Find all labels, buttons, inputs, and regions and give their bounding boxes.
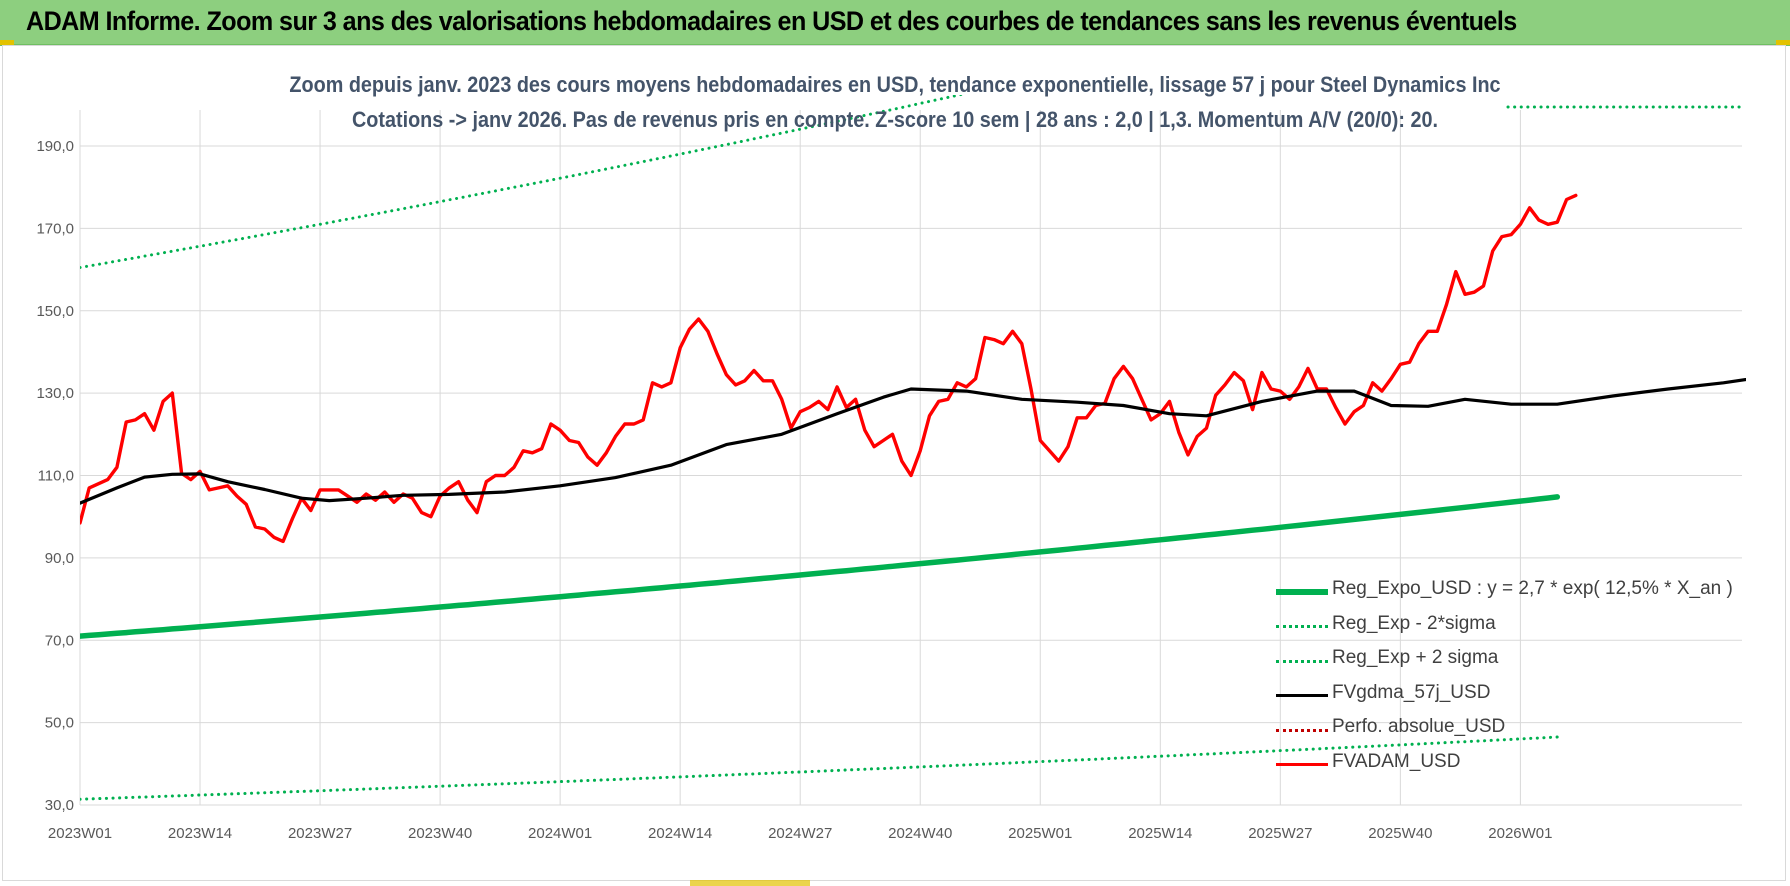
x-tick-label: 2023W14 — [168, 825, 232, 842]
y-tick-label: 90,0 — [45, 550, 74, 567]
x-axis-ticks: 2023W01 2023W14 2023W27 2023W40 2024W01 2024W… — [48, 825, 1553, 842]
legend-swatch — [1276, 625, 1328, 628]
y-tick-label: 50,0 — [45, 715, 74, 732]
legend-swatch — [1276, 589, 1328, 595]
y-tick-label: 70,0 — [45, 632, 74, 649]
x-tick-label: 2025W14 — [1128, 825, 1192, 842]
legend-label: Reg_Exp - 2*sigma — [1332, 612, 1496, 634]
y-tick-label: 170,0 — [36, 220, 74, 237]
x-tick-label: 2024W40 — [888, 825, 952, 842]
y-tick-label: 150,0 — [36, 303, 74, 320]
y-tick-label: 110,0 — [38, 468, 74, 485]
legend-label: Reg_Expo_USD : y = 2,7 * exp( 12,5% * X_… — [1332, 578, 1733, 599]
y-tick-label: 130,0 — [36, 385, 74, 402]
chart-subtitle: Cotations -> janv 2026. Pas de revenus p… — [351, 107, 1438, 132]
x-tick-label: 2024W27 — [768, 825, 832, 842]
legend-swatch — [1276, 659, 1328, 663]
legend-swatch — [1276, 763, 1328, 766]
legend-swatch — [1276, 694, 1328, 697]
page-title: ADAM Informe. Zoom sur 3 ans des valoris… — [26, 6, 1517, 36]
x-tick-label: 2026W01 — [1488, 825, 1552, 842]
header-accent-right — [1776, 40, 1790, 45]
series-line-0 — [80, 494, 1561, 639]
legend-item: FVADAM_USD — [1276, 751, 1776, 786]
legend-label: Perfo. absolue_USD — [1332, 716, 1506, 737]
legend-item: FVgdma_57j_USD — [1276, 682, 1776, 717]
y-tick-label: 30,0 — [45, 797, 74, 814]
series-line-5 — [80, 193, 1578, 544]
legend-item: Perfo. absolue_USD — [1276, 716, 1776, 751]
x-tick-label: 2025W27 — [1248, 825, 1312, 842]
series-layer — [80, 95, 1746, 801]
x-tick-label: 2024W01 — [528, 825, 592, 842]
legend-item: Reg_Exp - 2*sigma — [1276, 613, 1776, 648]
x-tick-label: 2024W14 — [648, 825, 712, 842]
legend-label: Reg_Exp + 2 sigma — [1332, 647, 1499, 668]
legend-swatch — [1276, 728, 1328, 732]
y-axis-ticks: 30,0 50,0 70,0 90,0 110,0 130,0 150,0 170,0 190,… — [36, 138, 74, 814]
legend-item: Reg_Expo_USD : y = 2,7 * exp( 12,5% * X_… — [1276, 578, 1776, 613]
header-accent-left — [0, 40, 14, 45]
chart-title: Zoom depuis janv. 2023 des cours moyens … — [289, 72, 1501, 97]
y-tick-label: 190,0 — [36, 138, 74, 155]
series-line-3 — [80, 377, 1746, 505]
gridlines — [79, 110, 1742, 806]
x-tick-label: 2025W40 — [1368, 825, 1432, 842]
series-line-2 — [80, 95, 966, 269]
legend-item: Reg_Exp + 2 sigma — [1276, 647, 1776, 682]
x-tick-label: 2023W01 — [48, 825, 112, 842]
chart-legend: Reg_Expo_USD : y = 2,7 * exp( 12,5% * X_… — [1276, 578, 1776, 785]
bottom-accent — [690, 880, 810, 886]
x-tick-label: 2023W40 — [408, 825, 472, 842]
x-tick-label: 2025W01 — [1008, 825, 1072, 842]
legend-label: FVgdma_57j_USD — [1332, 681, 1491, 703]
series-line-1 — [80, 735, 1559, 801]
legend-label: FVADAM_USD — [1332, 750, 1461, 772]
chart-frame — [2, 45, 1786, 881]
x-tick-label: 2023W27 — [288, 825, 352, 842]
